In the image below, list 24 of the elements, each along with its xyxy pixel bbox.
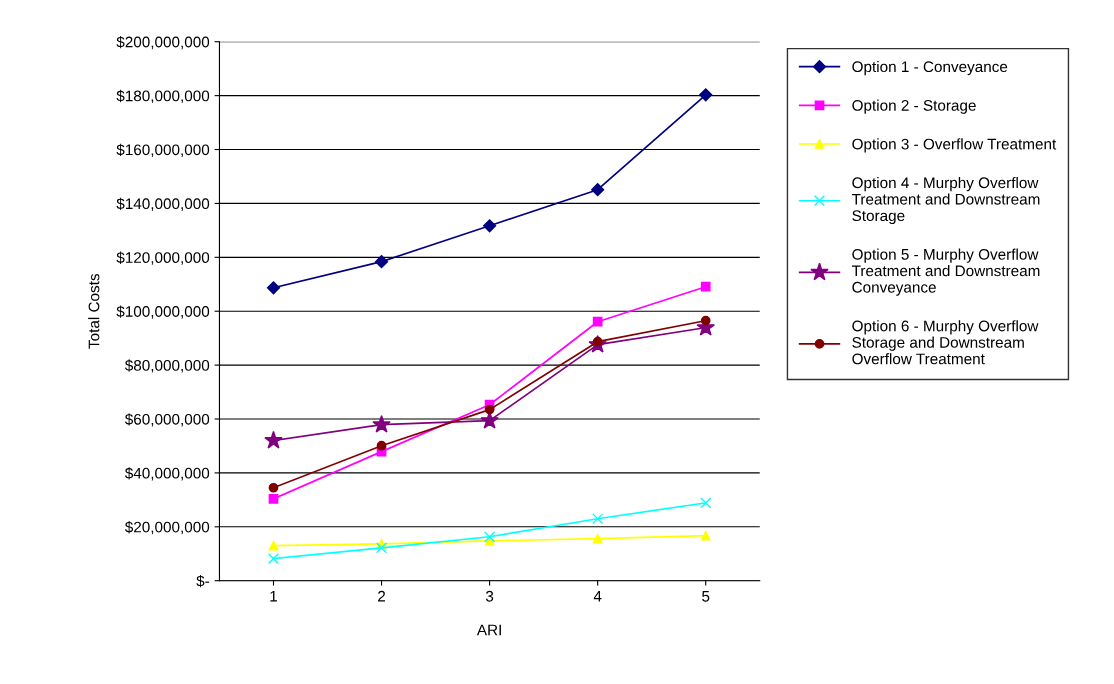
x-tick-label: 5 (702, 591, 710, 602)
x-tick-label: 1 (270, 591, 277, 602)
x-tick-label: 4 (593, 591, 602, 602)
y-tick-label: $120,000,000 (116, 251, 210, 265)
y-tick-label: $- (196, 574, 210, 588)
y-tick-label: $100,000,000 (116, 305, 210, 319)
y-tick-label: $60,000,000 (124, 413, 210, 427)
x-axis-title: ARI (476, 624, 501, 636)
x-tick-label: 3 (485, 590, 494, 602)
y-tick-label: $140,000,000 (116, 197, 210, 211)
legend-label: Option 1 - Conveyance (852, 60, 1008, 76)
legend-label: Option 4 - Murphy Overflow Treatment and Downstream Storage (851, 176, 1040, 225)
x-tick-label: 2 (378, 590, 386, 602)
y-tick-label: $80,000,000 (124, 359, 210, 373)
y-tick-label: $200,000,000 (116, 35, 210, 50)
y-tick-label: $180,000,000 (116, 89, 210, 104)
y-tick-label: $40,000,000 (124, 467, 210, 481)
legend-label: Option 2 - Storage (852, 99, 976, 114)
y-tick-label: $20,000,000 (124, 521, 210, 535)
legend-label: Option 6 - Murphy Overflow Storage and Downstream Overflow Treatment (852, 320, 1039, 365)
legend-label: Option 5 - Murphy Overflow Treatment and Downstream Conveyance (851, 248, 1040, 296)
legend-label: Option 3 - Overflow Treatment (852, 138, 1057, 153)
y-axis-title: Total Costs (88, 273, 100, 349)
y-tick-label: $160,000,000 (116, 143, 210, 158)
